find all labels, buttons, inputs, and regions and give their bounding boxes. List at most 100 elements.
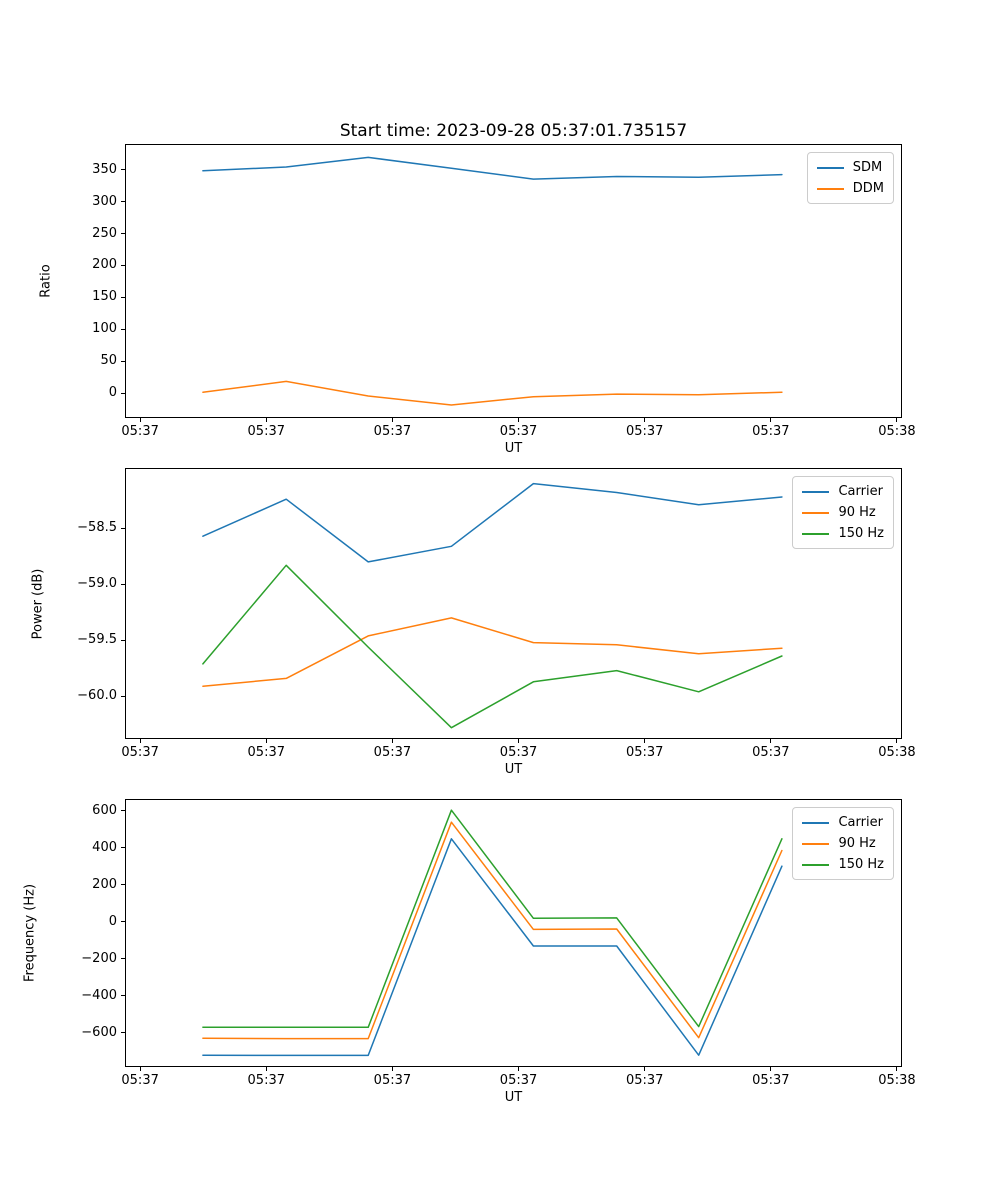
y-tick-mark <box>121 328 125 330</box>
series-line-90-hz <box>202 821 783 1040</box>
x-tick-label: 05:37 <box>247 1073 285 1088</box>
legend-entry: Carrier <box>802 481 884 502</box>
x-tick-mark <box>265 1067 267 1071</box>
y-tick-mark <box>121 810 125 812</box>
x-tick-label: 05:38 <box>878 745 916 760</box>
y-tick-label: 200 <box>92 257 117 273</box>
legend-entry: 150 Hz <box>802 854 884 875</box>
y-tick-label: −60.0 <box>77 688 117 704</box>
legend-label: 150 Hz <box>838 857 884 872</box>
y-tick-mark <box>121 583 125 585</box>
x-axis-label: UT <box>504 441 523 456</box>
y-tick-label: −600 <box>81 1024 117 1040</box>
x-tick-mark <box>518 418 520 422</box>
x-tick-label: 05:37 <box>121 1073 159 1088</box>
x-tick-label: 05:37 <box>499 424 538 439</box>
legend-line-swatch <box>816 187 844 190</box>
y-tick-mark <box>121 921 125 923</box>
x-tick-label: 05:37 <box>499 745 538 760</box>
legend-label: Carrier <box>838 484 883 499</box>
legend-entry: 150 Hz <box>802 523 884 544</box>
x-tick-label: 05:37 <box>752 1073 790 1088</box>
y-tick-mark <box>121 201 125 203</box>
y-axis-label: Frequency (Hz) <box>22 883 38 983</box>
x-axis-label: UT <box>504 762 523 777</box>
y-tick-mark <box>121 884 125 886</box>
ratio-plot-legend: SDM DDM <box>806 152 894 204</box>
x-tick-mark <box>265 739 267 743</box>
legend-label: DDM <box>852 181 884 196</box>
x-tick-label: 05:37 <box>625 424 664 439</box>
x-tick-mark <box>518 1067 520 1071</box>
y-axis-label: Power (dB) <box>30 568 46 639</box>
legend-label: 90 Hz <box>838 505 876 520</box>
series-line-90-hz <box>202 617 783 687</box>
x-tick-label: 05:37 <box>373 424 412 439</box>
y-tick-mark <box>121 392 125 394</box>
y-tick-mark <box>121 233 125 235</box>
x-tick-label: 05:37 <box>625 745 664 760</box>
y-tick-mark <box>121 264 125 266</box>
y-tick-mark <box>121 639 125 641</box>
ratio-plot-lines <box>202 156 783 406</box>
y-tick-label: 300 <box>92 193 117 209</box>
y-tick-mark <box>121 847 125 849</box>
series-line-150-hz <box>202 809 783 1029</box>
x-tick-mark <box>644 1067 646 1071</box>
legend-entry: 90 Hz <box>802 502 884 523</box>
series-line-ddm <box>202 380 783 406</box>
x-tick-mark <box>770 418 772 422</box>
x-tick-mark <box>265 418 267 422</box>
y-tick-mark <box>121 958 125 960</box>
legend-line-swatch <box>802 821 830 824</box>
y-tick-mark <box>121 995 125 997</box>
legend-entry: SDM <box>816 157 884 178</box>
y-tick-label: −200 <box>81 950 117 966</box>
legend-entry: DDM <box>816 178 884 199</box>
x-tick-mark <box>139 1067 141 1071</box>
y-tick-mark <box>121 296 125 298</box>
legend-entry: Carrier <box>802 812 884 833</box>
x-tick-mark <box>391 1067 393 1071</box>
y-tick-label: 200 <box>92 876 117 892</box>
legend-label: 90 Hz <box>838 836 876 851</box>
frequency-plot-legend: Carrier 90 Hz 150 Hz <box>792 807 894 880</box>
legend-line-swatch <box>802 863 830 866</box>
x-tick-mark <box>770 739 772 743</box>
legend-label: SDM <box>852 160 883 175</box>
x-tick-mark <box>139 739 141 743</box>
legend-entry: 90 Hz <box>802 833 884 854</box>
y-tick-label: 0 <box>108 385 117 401</box>
legend-line-swatch <box>802 842 830 845</box>
x-axis-label: UT <box>504 1090 523 1105</box>
y-tick-label: −400 <box>81 987 117 1003</box>
y-tick-mark <box>121 695 125 697</box>
legend-line-swatch <box>802 490 830 493</box>
y-tick-label: 50 <box>100 353 117 369</box>
y-tick-mark <box>121 527 125 529</box>
frequency-plot-lines <box>202 809 783 1057</box>
x-tick-mark <box>896 418 898 422</box>
x-tick-label: 05:37 <box>247 745 285 760</box>
y-tick-label: 350 <box>92 161 117 177</box>
x-tick-label: 05:37 <box>373 1073 412 1088</box>
x-tick-label: 05:37 <box>247 424 285 439</box>
y-tick-label: 250 <box>92 225 117 241</box>
x-tick-mark <box>644 418 646 422</box>
y-tick-label: 0 <box>108 913 117 929</box>
y-tick-label: 150 <box>92 289 117 305</box>
series-line-sdm <box>202 156 783 180</box>
power-plot: Carrier 90 Hz 150 Hz <box>125 468 902 739</box>
x-tick-mark <box>896 739 898 743</box>
legend-line-swatch <box>802 511 830 514</box>
series-line-150-hz <box>202 564 783 729</box>
ratio-plot: SDM DDM <box>125 144 902 418</box>
x-tick-label: 05:37 <box>752 424 790 439</box>
power-plot-legend: Carrier 90 Hz 150 Hz <box>792 476 894 549</box>
legend-label: 150 Hz <box>838 526 884 541</box>
y-tick-mark <box>121 360 125 362</box>
power-plot-lines <box>202 482 783 729</box>
y-tick-mark <box>121 1032 125 1034</box>
y-axis-label: Ratio <box>38 264 54 298</box>
series-line-carrier <box>202 482 783 563</box>
